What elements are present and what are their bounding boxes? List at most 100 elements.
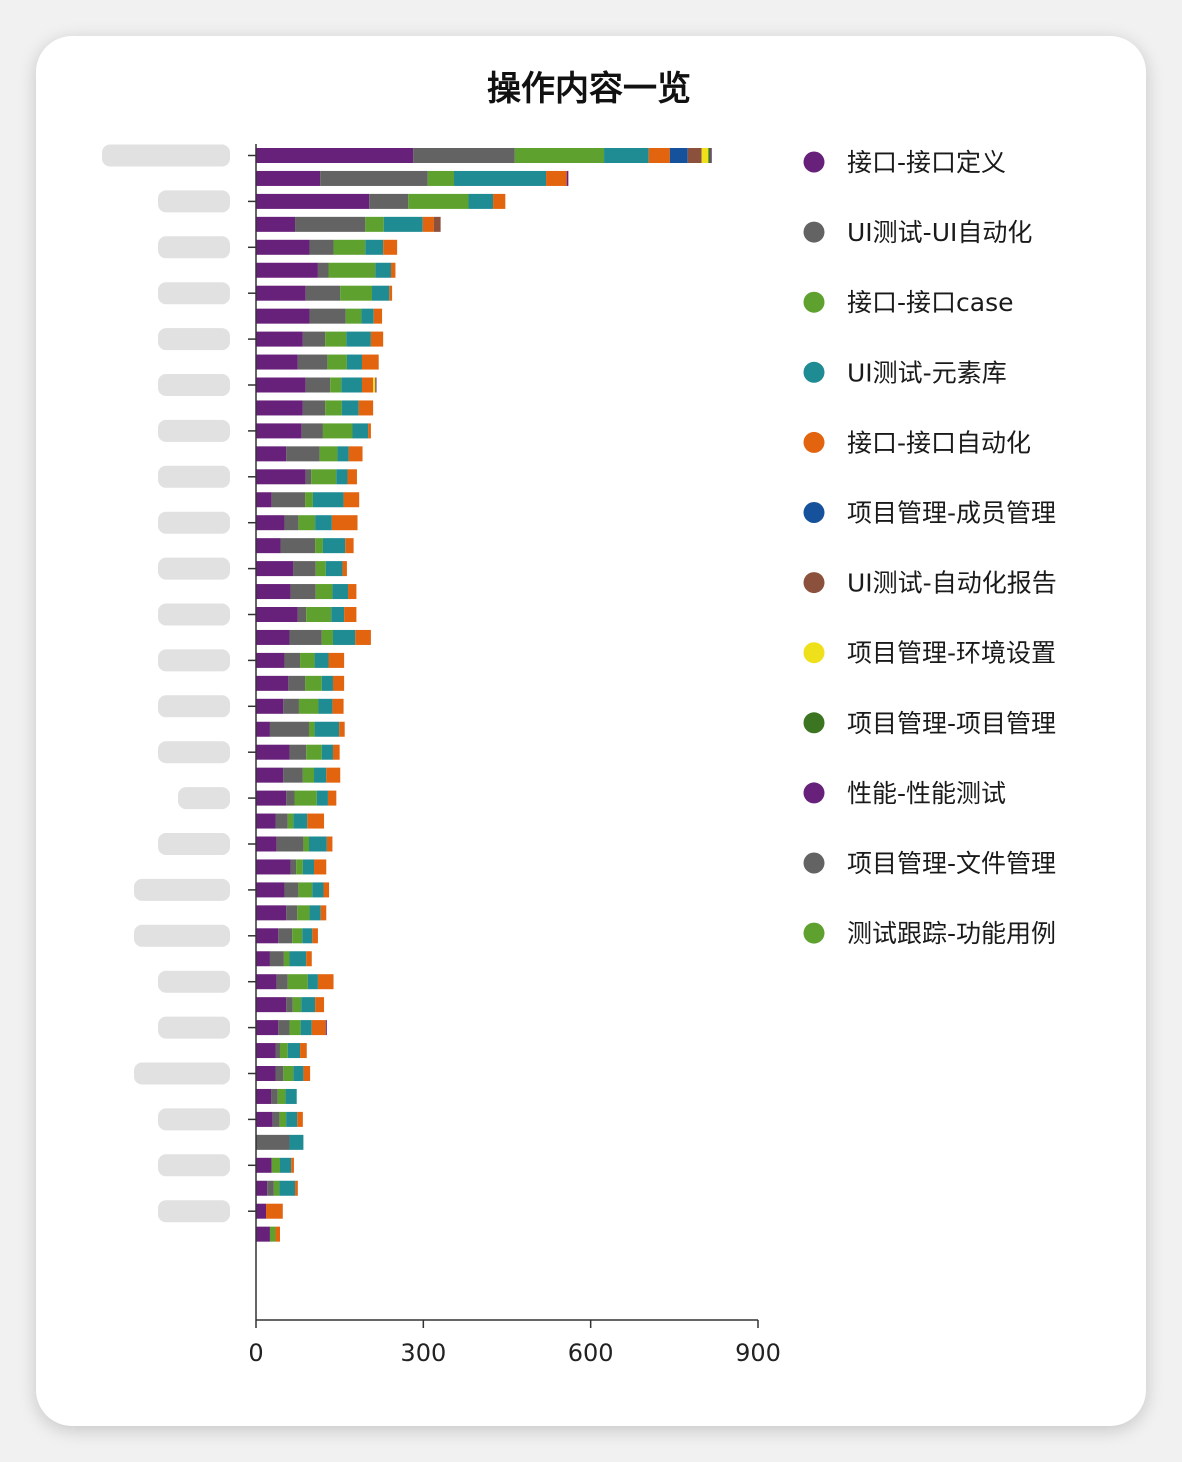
bar-segment	[298, 882, 313, 898]
bar-segment	[256, 377, 306, 393]
bar-segment	[321, 744, 333, 760]
bar-segment	[256, 652, 285, 668]
bar-segment	[289, 1020, 301, 1036]
bar-segment	[383, 239, 398, 255]
legend-label: 接口-接口case	[847, 288, 1014, 317]
legend-swatch	[803, 502, 825, 523]
bar-segment	[312, 928, 318, 944]
y-label-blurred	[158, 419, 230, 442]
bar-segment	[326, 836, 333, 852]
y-label-blurred	[158, 741, 230, 764]
y-label-blurred	[158, 190, 230, 213]
y-label-blurred	[134, 878, 230, 901]
bar-segment	[290, 859, 297, 875]
bar-segment	[390, 262, 396, 278]
bar-segment	[315, 584, 333, 600]
bar-segment	[314, 859, 327, 875]
bar-segment	[317, 262, 329, 278]
bar-segment	[546, 170, 567, 186]
bar-segment	[287, 1043, 301, 1059]
bar-segment	[284, 652, 301, 668]
legend-label: UI测试-UI自动化	[847, 218, 1032, 247]
bar-segment	[307, 813, 325, 829]
bar-segment	[276, 836, 304, 852]
bar-segment	[305, 675, 322, 691]
bar-segment	[256, 607, 298, 622]
bar-segment	[271, 1088, 278, 1104]
bar-segment	[368, 423, 371, 439]
legend-swatch	[803, 782, 825, 804]
bar-segment	[256, 790, 287, 806]
bar-segment	[296, 859, 303, 875]
bar-segment	[289, 744, 307, 760]
bar-segment	[302, 928, 313, 944]
bar-segment	[295, 1180, 298, 1196]
bar-segment	[321, 675, 333, 691]
legend-swatch	[803, 572, 825, 594]
bar-segment	[468, 193, 494, 209]
bar-segment	[256, 997, 287, 1013]
bar-segment	[355, 629, 371, 645]
bar-segment	[303, 836, 309, 852]
bar-segment	[340, 285, 373, 301]
bar-segment	[279, 1043, 288, 1059]
bar-segment	[256, 262, 318, 278]
bar-segment	[279, 1157, 292, 1173]
bar-segment	[297, 905, 310, 921]
bar-segment	[332, 584, 349, 600]
bar-segment	[389, 285, 393, 301]
bar-segment	[314, 652, 329, 668]
y-label-blurred	[158, 603, 230, 626]
bar-segment	[273, 1180, 280, 1196]
bar-segment	[256, 538, 281, 554]
bar-segment	[272, 1111, 280, 1127]
bar-segment	[375, 262, 391, 278]
bar-segment	[256, 1020, 279, 1036]
y-label-blurred	[134, 1062, 230, 1085]
bar-segment	[256, 744, 290, 760]
bar-segment	[566, 170, 569, 186]
bar-segment	[361, 308, 374, 324]
bar-segment	[256, 515, 285, 531]
bar-segment	[322, 423, 353, 439]
bar-segment	[256, 308, 310, 324]
bar-segment	[369, 193, 409, 209]
bar-segment	[256, 882, 285, 898]
bar-segment	[344, 607, 357, 622]
bar-segment	[322, 538, 346, 554]
bar-segment	[312, 492, 344, 508]
bar-segment	[307, 974, 318, 990]
bar-segment	[332, 629, 356, 645]
bar-segment	[269, 1226, 276, 1242]
bar-segment	[302, 400, 326, 416]
bar-segment	[305, 469, 312, 485]
bar-segment	[294, 790, 317, 806]
bar-segment	[302, 331, 326, 347]
legend-label: 性能-性能测试	[847, 779, 1006, 808]
y-label-blurred	[158, 1154, 230, 1177]
legend-label: 测试跟踪-功能用例	[847, 919, 1056, 948]
bar-segment	[687, 148, 702, 163]
bar-segment	[365, 239, 384, 255]
legend-label: 接口-接口定义	[847, 148, 1006, 177]
bar-segment	[321, 629, 333, 645]
bar-segment	[302, 767, 315, 783]
legend-swatch	[803, 151, 825, 173]
bar-segment	[342, 561, 347, 577]
bar-segment	[298, 515, 316, 531]
bar-segment	[300, 1043, 307, 1059]
bar-segment	[284, 882, 299, 898]
bar-segment	[256, 974, 277, 990]
bar-segment	[256, 469, 306, 485]
y-label-blurred	[158, 236, 230, 259]
bar-segment	[256, 1226, 270, 1242]
bar-segment	[256, 721, 270, 737]
bar-segment	[648, 148, 670, 163]
bar-segment	[288, 675, 306, 691]
bar-segment	[295, 216, 366, 232]
bar-segment	[347, 469, 357, 485]
y-label-blurred	[102, 144, 230, 167]
bar-segment	[293, 1066, 304, 1081]
bar-segment	[361, 354, 379, 370]
bar-segment	[343, 492, 360, 508]
